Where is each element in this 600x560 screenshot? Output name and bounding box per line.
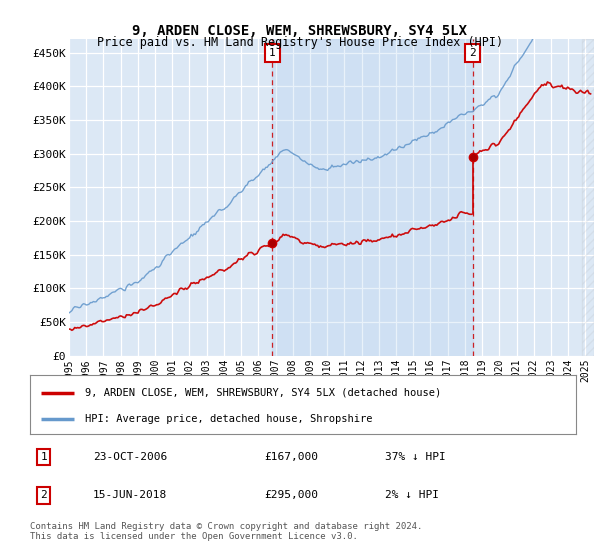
Text: 2: 2 xyxy=(40,490,47,500)
Text: 9, ARDEN CLOSE, WEM, SHREWSBURY, SY4 5LX (detached house): 9, ARDEN CLOSE, WEM, SHREWSBURY, SY4 5LX… xyxy=(85,388,441,398)
Text: 15-JUN-2018: 15-JUN-2018 xyxy=(93,490,167,500)
Bar xyxy=(272,39,473,356)
Text: HPI: Average price, detached house, Shropshire: HPI: Average price, detached house, Shro… xyxy=(85,414,372,424)
Text: 2% ↓ HPI: 2% ↓ HPI xyxy=(385,490,439,500)
Text: Price paid vs. HM Land Registry's House Price Index (HPI): Price paid vs. HM Land Registry's House … xyxy=(97,36,503,49)
Text: 1: 1 xyxy=(40,452,47,462)
Text: Contains HM Land Registry data © Crown copyright and database right 2024.
This d: Contains HM Land Registry data © Crown c… xyxy=(30,522,422,542)
Text: 1: 1 xyxy=(269,48,275,58)
Text: 37% ↓ HPI: 37% ↓ HPI xyxy=(385,452,446,462)
Text: £295,000: £295,000 xyxy=(265,490,319,500)
Text: 23-OCT-2006: 23-OCT-2006 xyxy=(93,452,167,462)
Text: £167,000: £167,000 xyxy=(265,452,319,462)
Bar xyxy=(582,39,594,356)
Text: 2: 2 xyxy=(469,48,476,58)
Text: 9, ARDEN CLOSE, WEM, SHREWSBURY, SY4 5LX: 9, ARDEN CLOSE, WEM, SHREWSBURY, SY4 5LX xyxy=(133,24,467,38)
